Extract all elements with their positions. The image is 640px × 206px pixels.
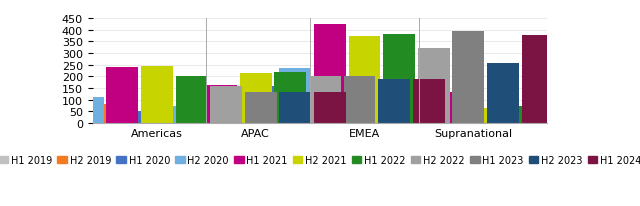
Bar xyxy=(244,87,276,123)
Bar xyxy=(136,112,168,123)
Bar xyxy=(383,34,415,123)
Bar xyxy=(522,36,554,123)
Bar xyxy=(171,107,202,123)
Bar xyxy=(319,118,351,123)
Bar xyxy=(240,74,271,123)
Bar xyxy=(175,76,207,123)
Bar xyxy=(244,92,276,123)
Bar xyxy=(378,79,410,123)
Bar xyxy=(452,32,484,123)
Bar xyxy=(314,25,346,123)
Bar xyxy=(561,102,593,123)
Bar xyxy=(492,107,524,123)
Bar xyxy=(487,64,519,123)
Legend: H1 2019, H2 2019, H1 2020, H2 2020, H1 2021, H2 2021, H1 2022, H2 2022, H1 2023,: H1 2019, H2 2019, H1 2020, H2 2020, H1 2… xyxy=(0,151,640,169)
Bar xyxy=(210,87,242,123)
Bar xyxy=(205,86,237,123)
Bar xyxy=(106,68,138,123)
Bar xyxy=(3,103,35,123)
Bar xyxy=(344,77,376,123)
Bar xyxy=(349,37,380,123)
Bar xyxy=(630,100,640,123)
Bar xyxy=(37,109,69,123)
Bar xyxy=(388,102,420,123)
Bar xyxy=(309,76,341,123)
Bar xyxy=(527,109,558,123)
Bar xyxy=(280,92,311,123)
Bar xyxy=(280,69,311,123)
Bar xyxy=(175,91,207,123)
Bar xyxy=(353,102,385,123)
Bar xyxy=(141,67,173,123)
Bar xyxy=(284,115,316,123)
Bar xyxy=(275,73,307,123)
Bar xyxy=(314,92,346,123)
Bar xyxy=(413,80,445,123)
Bar xyxy=(596,112,628,123)
Bar xyxy=(418,48,450,123)
Bar xyxy=(72,97,104,123)
Bar xyxy=(101,104,133,123)
Bar xyxy=(423,93,454,123)
Bar xyxy=(67,114,99,123)
Bar xyxy=(458,108,489,123)
Bar xyxy=(210,87,242,123)
